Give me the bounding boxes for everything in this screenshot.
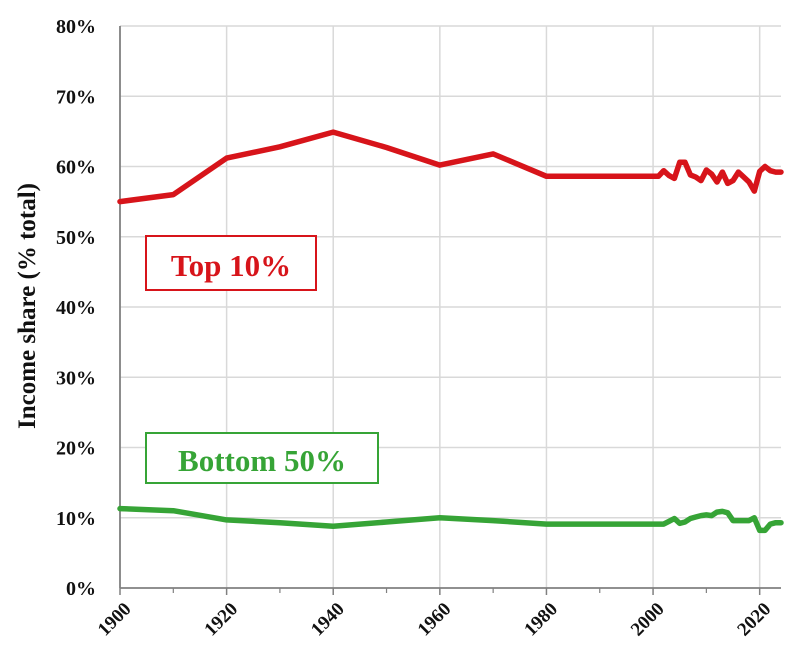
x-tick-label: 2000 <box>627 599 669 641</box>
y-axis-title: Income share (% total) <box>14 183 41 429</box>
x-tick-label: 1940 <box>307 599 349 641</box>
axes <box>119 26 781 595</box>
x-tick-labels: 1900 1920 1940 1960 1980 2000 2020 <box>94 599 775 641</box>
y-tick-label: 70% <box>56 86 96 108</box>
series-label-top-10: Top 10% <box>171 248 291 283</box>
series-labels: Top 10% Bottom 50% <box>145 235 379 484</box>
series-lines <box>117 129 784 534</box>
x-tick-label: 1980 <box>520 599 562 641</box>
y-tick-labels: 0% 10% 20% 30% 40% 50% 60% 70% 80% <box>56 16 96 600</box>
x-tick-label: 2020 <box>733 599 775 641</box>
series-label-bottom-50-box <box>145 432 379 484</box>
y-tick-label: 10% <box>56 508 96 530</box>
x-tick-label: 1920 <box>200 599 242 641</box>
y-tick-label: 30% <box>56 367 96 389</box>
y-tick-label: 50% <box>56 227 96 249</box>
series-line-bottom-50 <box>117 505 784 534</box>
series-line-top-10 <box>117 129 784 205</box>
y-tick-label: 60% <box>56 157 96 179</box>
x-tick-label: 1900 <box>94 599 136 641</box>
gridlines <box>120 25 781 588</box>
y-tick-label: 20% <box>56 438 96 460</box>
series-label-bottom-50: Bottom 50% <box>178 443 346 478</box>
series-label-top-10-box <box>145 235 317 291</box>
y-tick-label: 80% <box>56 16 96 38</box>
y-tick-label: 40% <box>56 297 96 319</box>
y-tick-label: 0% <box>66 578 96 600</box>
x-tick-label: 1960 <box>414 599 456 641</box>
